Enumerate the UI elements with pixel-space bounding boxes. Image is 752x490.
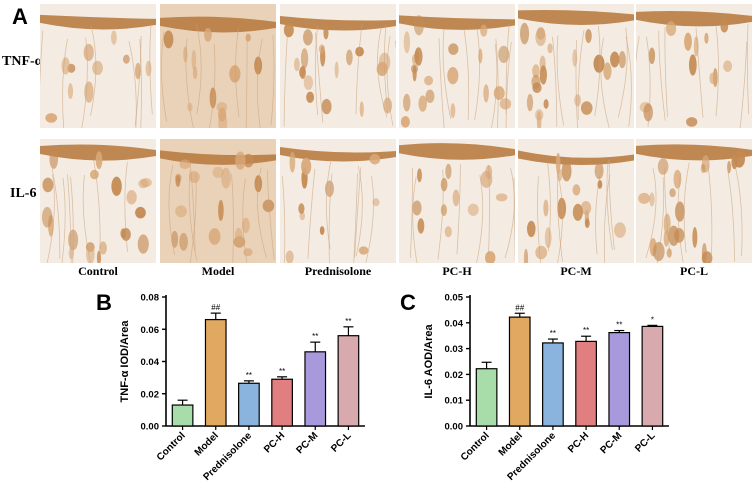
bar-pc-m xyxy=(304,351,327,427)
micrograph-tnf-model xyxy=(160,4,276,128)
micrograph-il6-prednisolone xyxy=(280,139,396,263)
column-label-prednisolone: Prednisolone xyxy=(304,264,372,278)
significance-label: ## xyxy=(211,303,220,312)
column-label-control: Control xyxy=(78,264,118,278)
significance-label: ** xyxy=(550,329,556,338)
y-tick-label: 0.04 xyxy=(445,318,464,329)
y-tick-label: 0.01 xyxy=(445,396,464,407)
column-label-pc-h: PC-H xyxy=(442,264,472,278)
bar-prednisolone xyxy=(238,382,260,427)
micrograph-il6-model xyxy=(160,139,276,263)
bar-model xyxy=(204,318,227,427)
x-tick-label: PC-M xyxy=(295,430,321,456)
bar-pc-l xyxy=(641,325,664,427)
x-tick-label: PC-H xyxy=(262,430,287,455)
y-tick-label: 0.05 xyxy=(445,293,464,304)
x-tick-label: PC-M xyxy=(599,430,625,456)
x-tick-label: PC-L xyxy=(633,430,657,454)
micrograph-il6-pc-m xyxy=(518,139,634,263)
x-tick-label: Model xyxy=(193,430,221,458)
significance-label: ** xyxy=(583,326,589,335)
micrograph-tnf-pc-m xyxy=(518,4,634,128)
bar-pc-l xyxy=(337,335,360,427)
bar-prednisolone xyxy=(542,342,564,427)
bar-model xyxy=(508,316,531,427)
bar-pc-h xyxy=(271,378,293,427)
panel-a-letter: A xyxy=(12,4,28,29)
y-tick-label: 0.03 xyxy=(445,344,464,355)
x-tick-label: Control xyxy=(155,430,188,463)
tnf-y-axis-title: TNF-α IOD/Area xyxy=(119,320,131,403)
tnf-bar-chart: 0.00 0.02 0.04 0.06 0.08 TNF-α IOD/Area Contro… xyxy=(110,285,372,490)
bar-control xyxy=(171,404,194,427)
significance-label: ** xyxy=(616,321,622,330)
significance-label: * xyxy=(651,315,654,324)
micrograph-il6-control xyxy=(40,139,156,263)
x-tick-label: PC-H xyxy=(566,430,591,455)
panel-b-letter: B xyxy=(96,290,112,315)
y-tick-label: 0.00 xyxy=(445,422,464,433)
significance-label: ** xyxy=(279,367,285,376)
significance-label: ## xyxy=(515,303,524,312)
x-tick-label: PC-L xyxy=(329,430,353,454)
y-tick-label: 0.00 xyxy=(141,422,160,433)
micrograph-il6-pc-h xyxy=(399,139,515,263)
micrograph-tnf-prednisolone xyxy=(280,4,396,128)
significance-label: ** xyxy=(246,371,252,380)
bar-pc-h xyxy=(575,340,597,427)
column-label-pc-m: PC-M xyxy=(560,264,592,278)
y-tick-label: 0.04 xyxy=(141,357,160,368)
bar-pc-m xyxy=(608,332,631,427)
micrograph-il6-pc-l xyxy=(636,139,752,263)
il6-bar-chart: 0.00 0.01 0.02 0.03 0.04 0.05 IL-6 AOD/Area Con… xyxy=(414,285,676,490)
il6-y-axis-title: IL-6 AOD/Area xyxy=(423,324,435,399)
significance-label: ** xyxy=(312,332,318,341)
y-tick-label: 0.02 xyxy=(445,370,464,381)
micrograph-tnf-pc-h xyxy=(399,4,515,128)
x-tick-label: Control xyxy=(459,430,492,463)
panel-c-letter: C xyxy=(400,290,416,315)
bar-control xyxy=(475,368,498,427)
column-label-pc-l: PC-L xyxy=(680,264,708,278)
micrograph-tnf-pc-l xyxy=(636,4,752,128)
y-tick-label: 0.06 xyxy=(141,325,160,336)
micrograph-tnf-control xyxy=(40,4,156,128)
row-label-il6: IL-6 xyxy=(10,186,37,201)
significance-label: ** xyxy=(345,317,351,326)
y-tick-label: 0.08 xyxy=(141,293,160,304)
y-tick-label: 0.02 xyxy=(141,389,160,400)
column-label-model: Model xyxy=(201,264,235,278)
x-tick-label: Model xyxy=(497,430,525,458)
row-label-tnf: TNF-α xyxy=(2,54,43,69)
